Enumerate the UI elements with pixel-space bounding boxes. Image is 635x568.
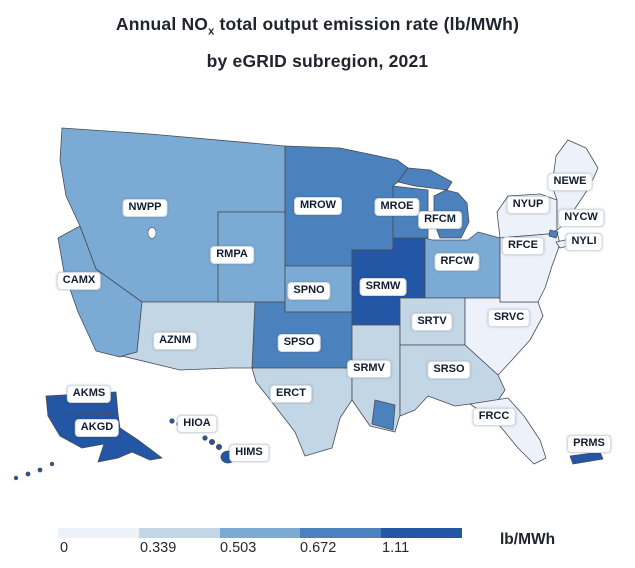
region-label-nyli: NYLI xyxy=(565,233,603,251)
region-label-aznm: AZNM xyxy=(153,332,197,350)
figure-title: Annual NOx total output emission rate (l… xyxy=(0,10,635,76)
region-label-hims: HIMS xyxy=(229,444,269,462)
region-label-nycw: NYCW xyxy=(558,209,604,227)
region-label-camx: CAMX xyxy=(56,272,102,290)
legend-color-bar xyxy=(58,528,462,538)
legend-swatch-bin3 xyxy=(219,528,301,538)
region-erct-shape xyxy=(251,367,353,457)
region-nycw-shape xyxy=(548,229,559,239)
region-label-spso: SPSO xyxy=(277,334,321,352)
region-label-rfcw: RFCW xyxy=(434,253,480,271)
great-salt-lake xyxy=(147,227,157,239)
region-upper-peninsula-shape xyxy=(397,167,453,191)
region-label-akms: AKMS xyxy=(66,385,112,403)
region-label-spno: SPNO xyxy=(287,282,331,300)
legend-tick-1: 0.339 xyxy=(140,540,177,556)
region-srmv-delta-shape xyxy=(371,399,396,431)
region-label-newe: NEWE xyxy=(547,173,593,191)
region-label-srso: SRSO xyxy=(427,361,471,379)
region-label-prms: PRMS xyxy=(567,435,611,453)
figure-title-line1: Annual NOx total output emission rate (l… xyxy=(115,14,520,38)
legend-swatch-bin4 xyxy=(300,528,382,538)
region-label-mroe: MROE xyxy=(374,198,420,216)
region-prms-shape xyxy=(569,451,604,465)
region-label-rfcm: RFCM xyxy=(418,211,462,229)
region-label-erct: ERCT xyxy=(270,385,312,403)
region-label-akgd: AKGD xyxy=(74,419,120,437)
region-label-frcc: FRCC xyxy=(472,408,516,426)
region-label-rfce: RFCE xyxy=(502,237,544,255)
legend-swatch-bin1 xyxy=(58,528,139,538)
legend-tick-2: 0.503 xyxy=(220,540,257,556)
region-label-rmpa: RMPA xyxy=(210,246,254,264)
legend-swatch-bin5 xyxy=(381,528,462,538)
region-label-srtv: SRTV xyxy=(411,313,453,331)
legend-tick-4: 1.11 xyxy=(382,540,410,556)
region-camx-shape xyxy=(57,225,143,358)
region-label-hioa: HIOA xyxy=(177,415,217,433)
figure-title-line2: by eGRID subregion, 2021 xyxy=(206,50,429,71)
legend-swatch-bin2 xyxy=(138,528,220,538)
region-label-srmw: SRMW xyxy=(359,278,407,296)
legend-tick-0: 0 xyxy=(60,540,69,556)
region-label-srmv: SRMV xyxy=(347,360,391,378)
region-label-nwpp: NWPP xyxy=(122,199,168,217)
region-label-srvc: SRVC xyxy=(487,309,531,327)
legend-unit-label: lb/MWh xyxy=(500,531,556,548)
region-label-nyup: NYUP xyxy=(506,196,550,214)
legend-tick-3: 0.672 xyxy=(300,540,337,556)
region-label-mrow: MROW xyxy=(293,197,343,215)
